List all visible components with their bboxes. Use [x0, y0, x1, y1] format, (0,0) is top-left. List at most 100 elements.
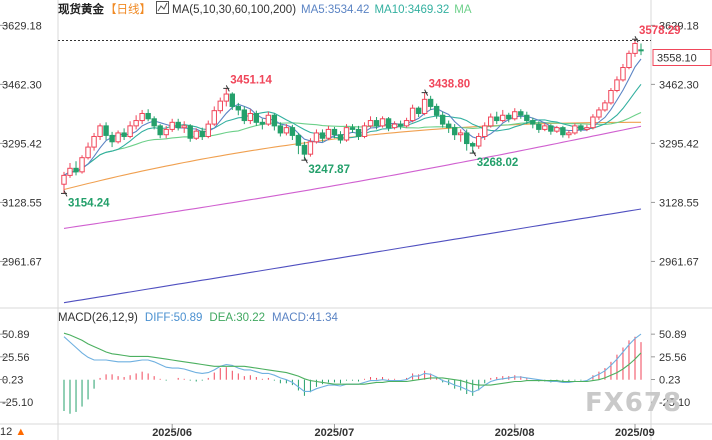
candle-body	[337, 134, 344, 141]
candle-body	[325, 128, 332, 139]
candle-body	[91, 135, 97, 148]
candle-body	[211, 110, 217, 125]
price-tick-label-left: 2961.67	[2, 256, 42, 268]
candle-body	[584, 127, 590, 130]
macd-header: MACD(26,12,9) DIFF:50.89 DEA:30.22 MACD:41.…	[58, 311, 345, 325]
time-tick-label: 2025/06	[152, 427, 192, 439]
candle-body	[379, 118, 386, 127]
price-annotation: 3438.80	[429, 79, 471, 91]
candle-body	[638, 49, 644, 52]
candle-body	[433, 105, 440, 116]
price-tick-label-left: 3128.55	[2, 197, 42, 209]
indicator-toggle-icon[interactable]	[156, 1, 169, 14]
ma-indicator-label[interactable]: MA(5,10,30,60,100,200)	[172, 4, 297, 16]
macd-indicator-label[interactable]: MACD(26,12,9)	[58, 312, 138, 324]
candle-body	[614, 79, 620, 91]
candle-body	[367, 120, 374, 127]
period-selector[interactable]: 【日线】	[105, 4, 151, 16]
candle-body	[127, 125, 133, 137]
candle-body	[608, 90, 614, 104]
candle-body	[494, 116, 500, 122]
candle-body	[470, 143, 476, 147]
candle-body	[530, 120, 536, 125]
candle-body	[373, 120, 380, 127]
annotation-marker	[424, 89, 429, 96]
candle-body	[445, 123, 452, 129]
candle-body	[133, 120, 139, 127]
candle-body	[181, 125, 187, 129]
candle-body	[554, 127, 560, 132]
ma-more-label: MA	[454, 4, 472, 16]
candle-body	[566, 132, 572, 136]
corner-prefix: 12	[0, 426, 13, 438]
price-tick-label-left: 3629.18	[2, 20, 42, 32]
candle-body	[385, 118, 392, 129]
candle-body	[223, 93, 229, 102]
candle-body	[67, 167, 73, 176]
candle-body	[620, 67, 626, 81]
candle-body	[331, 128, 338, 136]
candle-body	[343, 127, 350, 141]
candle-body	[524, 114, 530, 122]
current-price-label: 3558.10	[657, 53, 697, 65]
candle-body	[229, 93, 235, 107]
candle-body	[109, 134, 115, 143]
candle-body	[103, 125, 109, 136]
candle-body	[596, 109, 602, 118]
candle-body	[247, 112, 254, 122]
candle-body	[271, 114, 278, 127]
price-annotation: 3578.29	[639, 25, 681, 37]
candle-body	[283, 127, 290, 134]
candle-body	[139, 112, 145, 122]
candle-body	[397, 123, 404, 127]
chart-header: 现货黄金【日线】 MA(5,10,30,60,100,200) MA5:3534.4…	[58, 1, 477, 16]
candle-body	[457, 132, 464, 136]
candle-body	[307, 141, 314, 155]
macd-tick-label-left: 25.56	[2, 352, 30, 364]
candle-body	[518, 111, 524, 116]
watermark: FX678	[585, 388, 683, 418]
candle-body	[506, 114, 512, 120]
candle-body	[73, 167, 79, 173]
candle-body	[602, 102, 608, 111]
candle-body	[217, 100, 223, 112]
candle-body	[355, 128, 362, 137]
candle-body	[482, 125, 488, 137]
annotation-marker	[63, 190, 68, 197]
candle-body	[421, 98, 428, 114]
ma200-line	[63, 208, 642, 304]
time-tick-label: 2025/09	[615, 427, 655, 439]
candle-body	[145, 112, 151, 120]
time-tick-label: 2025/08	[495, 427, 535, 439]
candle-body	[632, 42, 638, 54]
candle-body	[199, 130, 205, 137]
candle-body	[253, 112, 260, 123]
candle-body	[295, 134, 302, 146]
price-annotation: 3154.24	[68, 197, 110, 209]
macd-tick-label: -25.10	[659, 397, 690, 409]
candle-body	[259, 121, 266, 125]
candle-body	[277, 125, 284, 134]
candle-body	[163, 128, 169, 136]
annotation-marker	[225, 85, 230, 92]
candle-body	[451, 127, 458, 136]
macd-tick-label: 0.23	[659, 375, 680, 387]
candle-body	[500, 114, 506, 122]
candle-body	[313, 132, 320, 143]
candle-body	[187, 125, 193, 139]
candle-body	[626, 52, 632, 69]
candle-body	[590, 116, 596, 129]
candle-body	[572, 125, 578, 134]
ma100-line	[63, 125, 642, 229]
candle-body	[79, 157, 85, 173]
candle-body	[241, 109, 248, 122]
candle-body	[289, 127, 296, 136]
price-annotation: 3451.14	[230, 74, 272, 86]
candle-body	[235, 105, 242, 111]
candle-body	[463, 132, 470, 145]
annotation-marker	[303, 156, 308, 164]
price-tick-label: 3629.18	[659, 20, 699, 32]
ma10-value: MA10:3469.32	[374, 4, 450, 16]
candle-body	[536, 123, 542, 130]
